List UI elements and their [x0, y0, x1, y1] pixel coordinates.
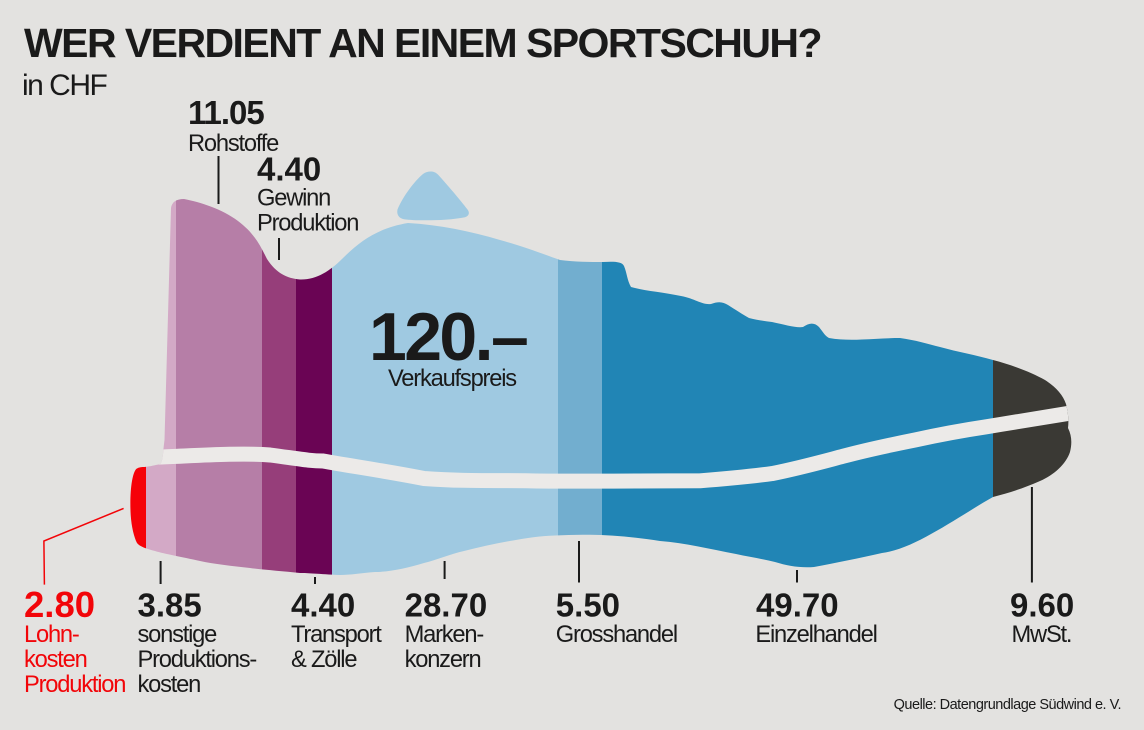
svg-text:Verkaufspreis: Verkaufspreis [388, 366, 516, 392]
svg-text:28.70: 28.70 [405, 587, 488, 624]
svg-text:Rohstoffe: Rohstoffe [188, 131, 279, 157]
svg-text:MwSt.: MwSt. [1012, 622, 1072, 648]
svg-text:11.05: 11.05 [188, 94, 264, 131]
svg-text:120.–: 120.– [369, 299, 527, 375]
svg-text:WER VERDIENT AN EINEM SPORTSCH: WER VERDIENT AN EINEM SPORTSCHUH? [24, 20, 821, 66]
svg-text:Grosshandel: Grosshandel [556, 622, 677, 648]
svg-text:konzern: konzern [405, 647, 481, 673]
svg-text:49.70: 49.70 [756, 587, 839, 624]
svg-text:5.50: 5.50 [556, 587, 620, 624]
svg-text:& Zölle: & Zölle [291, 647, 357, 673]
svg-text:2.80: 2.80 [24, 584, 95, 625]
svg-text:Produktion: Produktion [24, 672, 125, 698]
svg-text:3.85: 3.85 [138, 587, 202, 624]
svg-text:4.40: 4.40 [291, 587, 355, 624]
svg-text:Quelle: Datengrundlage Südwind: Quelle: Datengrundlage Südwind e. V. [894, 697, 1121, 713]
svg-text:9.60: 9.60 [1010, 587, 1074, 624]
svg-text:kosten: kosten [24, 647, 87, 673]
svg-text:in CHF: in CHF [22, 69, 108, 102]
svg-text:Gewinn: Gewinn [257, 186, 330, 212]
svg-text:kosten: kosten [138, 672, 201, 698]
svg-text:Transport: Transport [291, 622, 382, 648]
svg-text:Produktion: Produktion [257, 211, 358, 237]
svg-text:sonstige: sonstige [138, 622, 218, 648]
svg-text:Einzelhandel: Einzelhandel [755, 622, 876, 648]
svg-text:4.40: 4.40 [257, 151, 321, 188]
svg-text:Produktions-: Produktions- [138, 647, 257, 673]
svg-text:Lohn-: Lohn- [24, 622, 79, 648]
svg-text:Marken-: Marken- [405, 622, 484, 648]
